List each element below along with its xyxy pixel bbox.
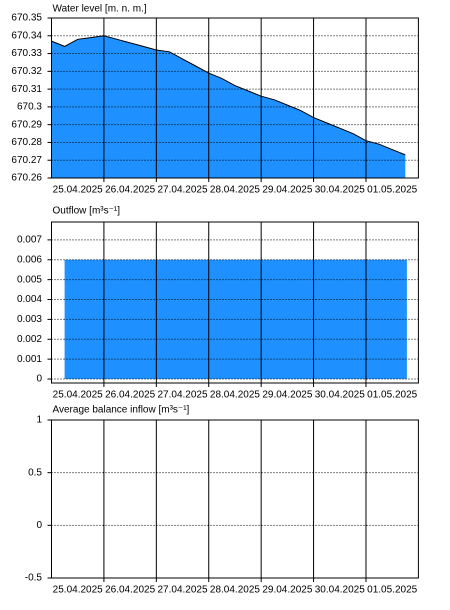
chart-title: Outflow [m³s⁻¹] <box>53 206 121 217</box>
x-tick-label: 29.04.2025 <box>262 185 312 196</box>
plot-frame <box>51 419 419 579</box>
y-tick-label: 670.28 <box>11 137 42 148</box>
y-tick-label: 0.001 <box>17 354 42 365</box>
plot-frame <box>51 221 419 384</box>
y-tick-label: 1 <box>36 415 42 426</box>
x-tick-label: 01.05.2025 <box>367 185 417 196</box>
y-tick-label: 0.5 <box>28 467 42 478</box>
x-tick-label: 25.04.2025 <box>53 390 103 401</box>
x-tick-label: 29.04.2025 <box>262 390 312 401</box>
x-tick-label: 27.04.2025 <box>158 585 208 596</box>
y-tick-label: 670.32 <box>11 66 42 77</box>
chart-title: Water level [m. n. m.] <box>53 4 147 15</box>
y-tick-label: 670.26 <box>11 173 42 184</box>
y-tick-label: 0 <box>36 374 42 385</box>
x-tick-label: 28.04.2025 <box>210 390 260 401</box>
y-tick-label: 670.31 <box>11 84 42 95</box>
y-tick-label: 670.27 <box>11 155 42 166</box>
x-tick-label: 01.05.2025 <box>367 585 417 596</box>
x-tick-label: 27.04.2025 <box>158 185 208 196</box>
y-tick-label: 670.34 <box>11 30 42 41</box>
y-tick-label: 670.35 <box>11 13 42 24</box>
bar <box>156 259 209 380</box>
y-tick-label: 0.003 <box>17 314 42 325</box>
x-tick-label: 28.04.2025 <box>210 185 260 196</box>
x-tick-label: 26.04.2025 <box>105 390 155 401</box>
x-tick-label: 29.04.2025 <box>262 585 312 596</box>
y-tick-label: 0.007 <box>17 235 42 246</box>
x-tick-label: 30.04.2025 <box>315 390 365 401</box>
bar <box>261 259 314 380</box>
x-tick-label: 26.04.2025 <box>105 185 155 196</box>
area-line <box>51 35 406 156</box>
bar <box>64 259 104 380</box>
x-tick-label: 30.04.2025 <box>315 185 365 196</box>
y-tick-label: 0 <box>36 520 42 531</box>
x-tick-label: 01.05.2025 <box>367 390 417 401</box>
y-tick-label: 0.004 <box>17 294 42 305</box>
x-tick-label: 25.04.2025 <box>53 585 103 596</box>
y-tick-label: 670.33 <box>11 48 42 59</box>
y-tick-label: -0.5 <box>25 573 43 584</box>
y-tick-label: 0.005 <box>17 274 42 285</box>
x-tick-label: 27.04.2025 <box>158 390 208 401</box>
x-tick-label: 28.04.2025 <box>210 585 260 596</box>
x-tick-label: 30.04.2025 <box>315 585 365 596</box>
x-tick-label: 26.04.2025 <box>105 585 155 596</box>
y-tick-label: 0.006 <box>17 254 42 265</box>
x-tick-label: 25.04.2025 <box>53 185 103 196</box>
y-tick-label: 670.29 <box>11 119 42 130</box>
y-tick-label: 0.002 <box>17 334 42 345</box>
area-fill <box>51 35 406 178</box>
chart-title: Average balance inflow [m³s⁻¹] <box>53 405 190 416</box>
plot-frame <box>51 17 419 179</box>
bar <box>365 259 407 380</box>
y-tick-label: 670.3 <box>17 102 42 113</box>
